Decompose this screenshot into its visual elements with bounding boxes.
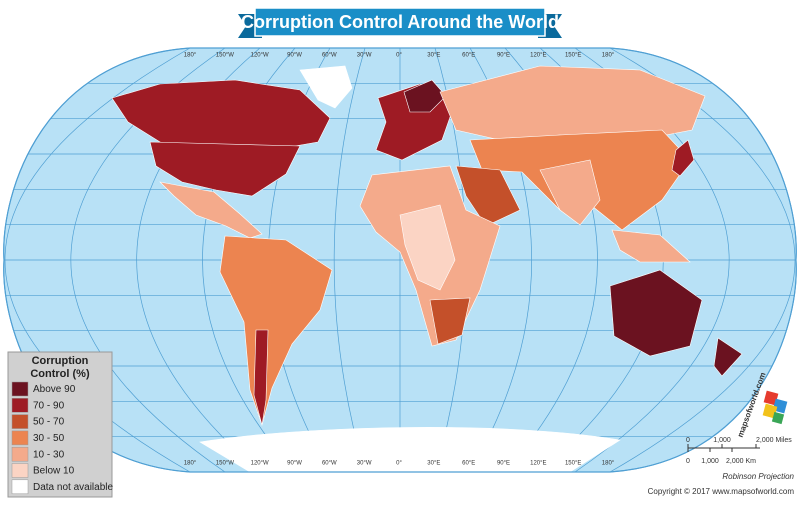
longitude-label: 30°E bbox=[427, 461, 440, 467]
scale-label: 0 bbox=[686, 437, 690, 444]
united-states bbox=[149, 141, 301, 197]
legend-swatch bbox=[11, 446, 29, 462]
title-banner: Corruption Control Around the World bbox=[238, 7, 562, 38]
legend-label: 30 - 50 bbox=[33, 433, 65, 444]
copyright: Copyright © 2017 www.mapsofworld.com bbox=[648, 487, 795, 496]
south-america bbox=[219, 235, 333, 427]
longitude-label: 90°E bbox=[497, 53, 510, 59]
antarctica bbox=[199, 427, 621, 472]
longitude-label: 150°E bbox=[565, 53, 581, 59]
indonesia bbox=[611, 229, 691, 263]
nordics bbox=[403, 79, 447, 113]
longitude-label: 60°W bbox=[322, 461, 337, 467]
scale-label: 2,000 Miles bbox=[756, 437, 792, 444]
legend-swatch bbox=[11, 381, 29, 397]
legend-label: 10 - 30 bbox=[33, 449, 65, 460]
legend-label: 50 - 70 bbox=[33, 417, 65, 428]
scale-label: 1,000 bbox=[713, 437, 731, 444]
longitude-label: 120°W bbox=[251, 461, 269, 467]
longitude-label: 30°W bbox=[357, 461, 372, 467]
legend-label: Above 90 bbox=[33, 384, 76, 395]
longitude-label: 120°E bbox=[530, 461, 546, 467]
projection-label: Robinson Projection bbox=[722, 472, 794, 481]
scale-label: 0 bbox=[686, 458, 690, 465]
legend-swatch bbox=[11, 414, 29, 429]
legend-swatch bbox=[11, 463, 29, 478]
chile bbox=[253, 329, 269, 426]
middle-east bbox=[455, 165, 521, 227]
legend: Corruption Control (%) Above 90 70 - 90 50… bbox=[7, 351, 113, 498]
longitude-label: 60°E bbox=[462, 461, 475, 467]
longitude-labels: 180° 180° 150°W 150°W 120°W 120°W 90°W 90°W 60°W… bbox=[184, 53, 615, 467]
longitude-label: 0° bbox=[396, 461, 402, 467]
longitude-label: 30°E bbox=[427, 53, 440, 59]
longitude-label: 150°E bbox=[565, 461, 581, 467]
southern-africa bbox=[429, 297, 471, 345]
logo-square bbox=[771, 411, 785, 425]
longitude-label: 120°W bbox=[251, 53, 269, 59]
longitude-label: 180° bbox=[184, 461, 197, 467]
legend-title: Control (%) bbox=[30, 368, 90, 380]
scale-label: 1,000 bbox=[701, 458, 719, 465]
scale-bar: 0 1,000 2,000 Miles 0 1,000 2,000 Km bbox=[686, 437, 792, 465]
longitude-label: 120°E bbox=[530, 53, 546, 59]
canada-alaska bbox=[111, 79, 331, 151]
legend-swatch bbox=[11, 430, 29, 446]
longitude-label: 180° bbox=[602, 53, 615, 59]
central-africa bbox=[399, 204, 456, 291]
banner bbox=[254, 7, 546, 37]
longitude-label: 150°W bbox=[216, 461, 234, 467]
scale-label: 2,000 Km bbox=[726, 458, 756, 465]
legend-label: 70 - 90 bbox=[33, 400, 65, 411]
map-title: Corruption Control Around the World bbox=[241, 12, 559, 32]
longitude-label: 90°W bbox=[287, 461, 302, 467]
map-frame bbox=[3, 47, 797, 473]
longitude-label: 60°E bbox=[462, 53, 475, 59]
countries bbox=[111, 65, 743, 472]
logo-square bbox=[763, 390, 779, 406]
legend-label: Below 10 bbox=[33, 466, 75, 477]
longitude-label: 30°W bbox=[357, 53, 372, 59]
longitude-label: 0° bbox=[396, 53, 402, 59]
longitude-label: 150°W bbox=[216, 53, 234, 59]
logo-square bbox=[762, 403, 778, 419]
india bbox=[539, 159, 601, 226]
longitude-label: 180° bbox=[602, 461, 615, 467]
longitude-label: 60°W bbox=[322, 53, 337, 59]
legend-title: Corruption bbox=[32, 355, 89, 367]
greenland bbox=[299, 65, 353, 109]
legend-swatch bbox=[11, 479, 29, 495]
legend-label: Data not available bbox=[33, 482, 113, 493]
longitude-label: 90°W bbox=[287, 53, 302, 59]
australia bbox=[609, 269, 703, 357]
new-zealand bbox=[713, 337, 743, 377]
japan bbox=[671, 139, 695, 177]
legend-swatch bbox=[11, 398, 29, 413]
longitude-label: 90°E bbox=[497, 461, 510, 467]
longitude-label: 180° bbox=[184, 53, 197, 59]
